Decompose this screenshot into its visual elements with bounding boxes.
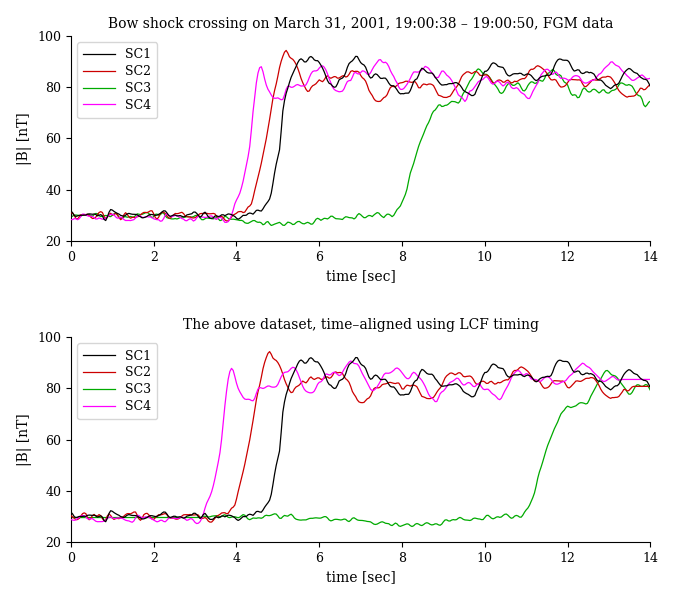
- SC4: [221, 219, 229, 226]
- X-axis label: time [sec]: time [sec]: [326, 570, 396, 584]
- SC2: [67, 209, 75, 216]
- SC1: [340, 73, 348, 80]
- SC3: [298, 516, 306, 523]
- SC2: [206, 519, 214, 526]
- SC2: [302, 86, 310, 93]
- Line: SC3: SC3: [71, 69, 650, 225]
- SC1: [102, 518, 110, 525]
- SC1: [589, 70, 597, 77]
- SC1: [67, 207, 75, 215]
- Line: SC2: SC2: [71, 352, 650, 522]
- SC2: [558, 84, 566, 91]
- SC1: [558, 56, 566, 64]
- X-axis label: time [sec]: time [sec]: [326, 269, 396, 283]
- SC4: [340, 365, 348, 373]
- SC3: [558, 76, 566, 83]
- SC4: [646, 376, 654, 383]
- SC3: [408, 523, 416, 530]
- SC3: [342, 213, 350, 221]
- SC3: [646, 97, 654, 105]
- SC2: [344, 377, 352, 384]
- Title: The above dataset, time–aligned using LCF timing: The above dataset, time–aligned using LC…: [183, 318, 539, 332]
- SC1: [589, 371, 597, 378]
- Line: SC2: SC2: [71, 50, 650, 221]
- SC2: [344, 73, 352, 80]
- SC1: [340, 374, 348, 381]
- SC1: [646, 384, 654, 391]
- SC4: [300, 82, 308, 90]
- SC3: [340, 516, 348, 523]
- SC3: [603, 367, 612, 374]
- Line: SC3: SC3: [71, 370, 650, 526]
- SC3: [67, 514, 75, 521]
- Y-axis label: |B| [nT]: |B| [nT]: [17, 112, 32, 165]
- SC2: [589, 76, 597, 84]
- SC4: [558, 75, 566, 82]
- SC4: [347, 358, 355, 365]
- SC1: [342, 69, 350, 76]
- SC1: [300, 58, 308, 66]
- SC3: [338, 516, 346, 523]
- Line: SC1: SC1: [71, 56, 650, 221]
- Line: SC4: SC4: [71, 361, 650, 523]
- SC2: [342, 375, 350, 382]
- SC4: [377, 56, 385, 63]
- SC2: [365, 394, 373, 401]
- SC1: [300, 359, 308, 367]
- SC4: [192, 520, 200, 527]
- SC3: [557, 410, 565, 418]
- SC4: [365, 383, 373, 390]
- Legend: SC1, SC2, SC3, SC4: SC1, SC2, SC3, SC4: [77, 42, 157, 118]
- Line: SC4: SC4: [71, 59, 650, 222]
- SC1: [365, 373, 373, 380]
- SC1: [67, 508, 75, 516]
- SC2: [282, 47, 290, 54]
- Title: Bow shock crossing on March 31, 2001, 19:00:38 – 19:00:50, FGM data: Bow shock crossing on March 31, 2001, 19…: [108, 17, 614, 31]
- SC3: [589, 86, 597, 93]
- SC4: [589, 77, 597, 84]
- SC1: [558, 358, 566, 365]
- SC3: [587, 392, 595, 400]
- SC4: [589, 367, 597, 374]
- SC3: [474, 66, 482, 73]
- SC1: [352, 53, 360, 60]
- SC4: [342, 363, 350, 370]
- SC4: [67, 216, 75, 223]
- SC2: [589, 374, 597, 381]
- SC3: [300, 220, 308, 227]
- SC3: [340, 215, 348, 222]
- SC1: [102, 217, 110, 224]
- SC2: [365, 87, 373, 94]
- SC2: [558, 377, 566, 385]
- SC1: [342, 370, 350, 377]
- Line: SC1: SC1: [71, 358, 650, 522]
- SC4: [300, 386, 308, 393]
- SC2: [646, 82, 654, 89]
- SC2: [67, 512, 75, 519]
- SC4: [646, 75, 654, 82]
- SC2: [223, 218, 231, 225]
- SC4: [558, 378, 566, 385]
- Y-axis label: |B| [nT]: |B| [nT]: [17, 413, 32, 466]
- SC4: [363, 70, 371, 78]
- SC1: [352, 354, 360, 361]
- SC3: [363, 213, 371, 220]
- SC3: [646, 386, 654, 394]
- SC4: [342, 81, 350, 88]
- SC2: [265, 348, 273, 355]
- SC1: [365, 72, 373, 79]
- SC4: [340, 85, 348, 93]
- SC3: [362, 517, 370, 525]
- SC3: [267, 222, 275, 229]
- SC4: [67, 516, 75, 523]
- SC1: [646, 83, 654, 90]
- SC2: [646, 383, 654, 390]
- SC3: [67, 213, 75, 220]
- Legend: SC1, SC2, SC3, SC4: SC1, SC2, SC3, SC4: [77, 343, 157, 419]
- SC2: [302, 379, 310, 386]
- SC2: [342, 73, 350, 81]
